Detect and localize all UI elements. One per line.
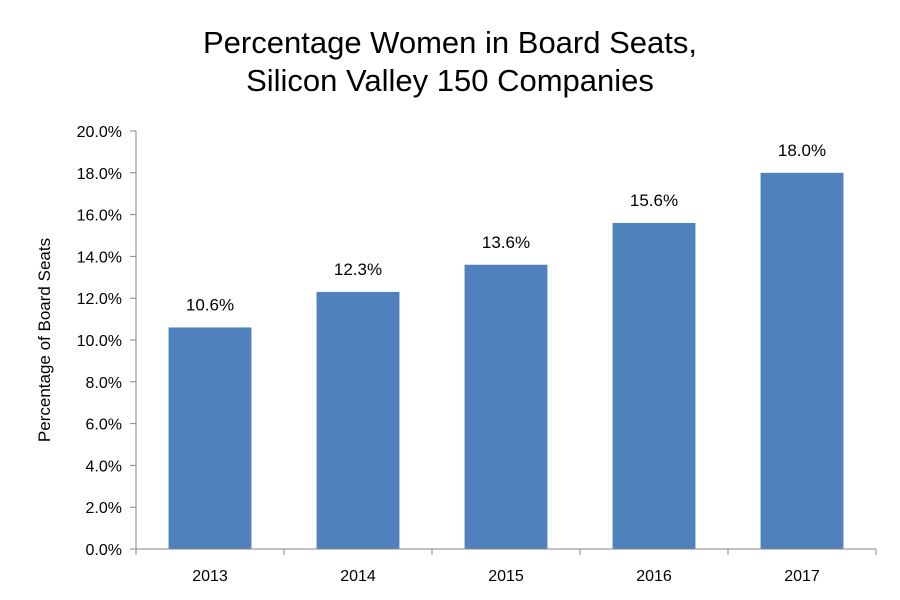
chart-title-line-1: Percentage Women in Board Seats,	[203, 25, 697, 60]
bar-2014	[316, 291, 400, 549]
y-tick-label: 8.0%	[86, 375, 122, 392]
data-label-2015: 13.6%	[482, 233, 530, 252]
chart-title-line-2: Silicon Valley 150 Companies	[246, 63, 654, 98]
data-label-2017: 18.0%	[778, 141, 826, 160]
y-axis-title: Percentage of Board Seats	[35, 238, 54, 442]
y-tick-label: 6.0%	[86, 417, 122, 434]
bar-2016	[612, 222, 696, 549]
y-tick-label: 12.0%	[77, 291, 122, 308]
x-tick-label-2017: 2017	[784, 568, 820, 585]
x-tick-label-2013: 2013	[192, 568, 228, 585]
data-label-2014: 12.3%	[334, 260, 382, 279]
x-tick-label-2014: 2014	[340, 568, 376, 585]
y-tick-label: 2.0%	[86, 500, 122, 517]
y-tick-label: 0.0%	[86, 542, 122, 559]
data-label-2016: 15.6%	[630, 191, 678, 210]
x-tick-label-2015: 2015	[488, 568, 524, 585]
x-tick-label-2016: 2016	[636, 568, 672, 585]
data-label-2013: 10.6%	[186, 295, 234, 314]
y-tick-label: 16.0%	[77, 208, 122, 225]
bar-2015	[464, 264, 548, 549]
y-tick-label: 4.0%	[86, 458, 122, 475]
y-tick-label: 20.0%	[77, 124, 122, 141]
bar-2013	[168, 327, 252, 549]
chart-title: Percentage Women in Board Seats, Silicon…	[0, 24, 900, 100]
bar-2017	[760, 172, 844, 550]
y-tick-label: 10.0%	[77, 333, 122, 350]
y-tick-label: 14.0%	[77, 249, 122, 266]
y-tick-label: 18.0%	[77, 166, 122, 183]
